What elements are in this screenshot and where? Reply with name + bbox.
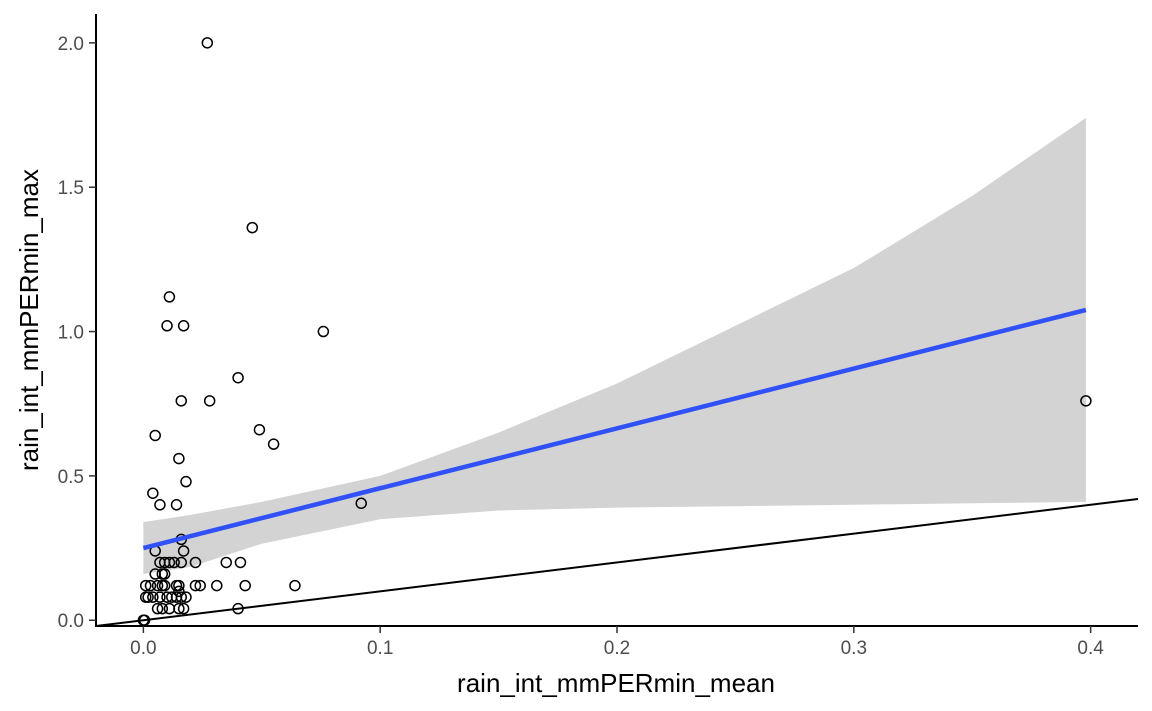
x-tick-label: 0.0 — [130, 638, 156, 659]
data-point — [158, 568, 171, 580]
regression-line — [142, 307, 1087, 551]
data-point — [194, 579, 206, 592]
data-point — [151, 602, 164, 615]
confidence-band — [143, 117, 1086, 575]
y-tick-label: 2.0 — [58, 34, 84, 55]
data-point — [168, 556, 180, 569]
data-point — [175, 591, 188, 603]
data-point — [177, 602, 190, 615]
data-point — [170, 579, 183, 592]
y-axis-title: rain_int_mmPERmin_max — [14, 169, 44, 471]
x-tick-label: 0.2 — [604, 638, 630, 659]
data-point — [149, 429, 161, 442]
y-tick-label: 0.5 — [58, 467, 84, 488]
data-point — [355, 497, 367, 510]
data-point — [154, 499, 166, 511]
data-point — [151, 579, 164, 592]
data-point — [147, 487, 159, 499]
data-point — [253, 423, 266, 436]
data-point — [211, 579, 223, 592]
data-point — [163, 291, 176, 303]
x-axis-title: rain_int_mmPERmin_mean — [457, 668, 775, 698]
data-point — [239, 579, 251, 592]
y-tick-label: 1.5 — [58, 178, 84, 199]
x-tick-label: 0.4 — [1077, 638, 1104, 659]
x-tick-label: 0.1 — [367, 638, 393, 659]
data-point — [147, 591, 159, 603]
data-point — [232, 602, 244, 615]
data-point — [177, 320, 190, 332]
data-point — [246, 221, 259, 234]
data-point — [173, 452, 185, 465]
data-point — [161, 320, 173, 332]
reference-line — [96, 497, 1138, 626]
y-tick-label: 1.0 — [58, 323, 84, 344]
data-point — [289, 579, 301, 592]
data-point — [203, 395, 216, 407]
data-point — [175, 395, 188, 407]
data-point — [234, 556, 247, 569]
data-point — [173, 602, 185, 615]
x-tick-label: 0.3 — [841, 638, 867, 659]
data-point — [201, 37, 214, 49]
data-point — [170, 499, 183, 511]
data-point — [189, 579, 202, 592]
data-point — [175, 556, 188, 569]
data-point — [317, 325, 330, 338]
data-point — [177, 545, 190, 557]
y-tick-label: 0.0 — [58, 611, 84, 632]
data-point — [220, 556, 232, 569]
data-point — [180, 591, 192, 603]
data-point — [154, 591, 166, 603]
data-point — [267, 438, 280, 450]
data-point — [144, 579, 157, 592]
data-point — [232, 371, 244, 384]
data-point — [163, 556, 176, 569]
data-point — [156, 602, 169, 615]
data-point — [158, 579, 171, 592]
data-point — [1080, 395, 1092, 407]
data-point — [189, 556, 202, 569]
data-point — [173, 579, 185, 592]
data-point — [139, 579, 152, 592]
data-point — [163, 602, 176, 615]
data-point — [142, 591, 154, 603]
data-point — [180, 475, 192, 488]
data-point — [173, 585, 185, 598]
